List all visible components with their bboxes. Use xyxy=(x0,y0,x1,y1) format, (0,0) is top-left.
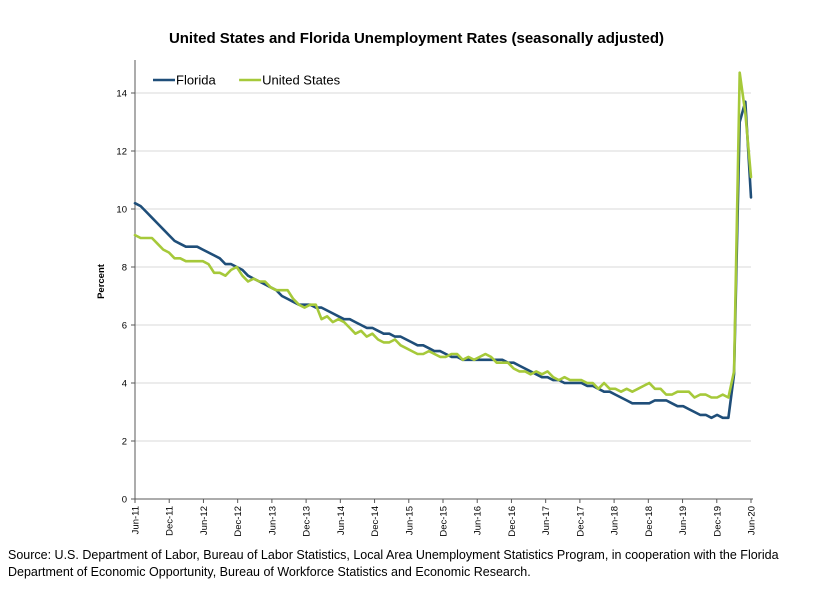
y-tick-label: 10 xyxy=(116,205,127,216)
y-tick-label: 8 xyxy=(122,263,127,274)
x-tick-label: Dec-16 xyxy=(507,506,518,537)
y-tick-label: 2 xyxy=(122,437,127,448)
y-tick-label: 0 xyxy=(122,495,127,506)
x-tick-label: Dec-11 xyxy=(165,506,176,536)
series-lines xyxy=(133,71,753,420)
series-line-united-states xyxy=(133,71,753,399)
x-tick-label: Dec-12 xyxy=(233,506,244,537)
chart-title: United States and Florida Unemployment R… xyxy=(168,30,665,47)
x-tick-label: Dec-19 xyxy=(712,506,723,537)
x-tick-label: Jun-18 xyxy=(610,506,621,535)
x-tick-label: Jun-16 xyxy=(473,506,484,535)
legend-label: Florida xyxy=(176,73,217,88)
x-tick-label: Jun-12 xyxy=(199,506,210,535)
x-tick-label: Jun-14 xyxy=(336,506,347,535)
x-tick-label: Dec-14 xyxy=(370,506,381,537)
gridlines xyxy=(135,92,751,442)
legend-label: United States xyxy=(262,73,341,88)
x-tick-label: Jun-19 xyxy=(678,506,689,535)
series-line-florida xyxy=(133,100,753,420)
x-tick-label: Jun-15 xyxy=(404,506,415,535)
y-tick-label: 6 xyxy=(122,321,127,332)
source-note: Source: U.S. Department of Labor, Bureau… xyxy=(8,548,779,579)
x-tick-label: Jun-17 xyxy=(541,506,552,535)
x-tick-label: Dec-17 xyxy=(575,506,586,537)
x-tick-label: Dec-15 xyxy=(439,506,450,537)
x-tick-label: Jun-11 xyxy=(131,506,142,534)
x-tick-label: Jun-20 xyxy=(747,506,758,535)
y-tick-label: 12 xyxy=(116,147,127,158)
y-tick-label: 14 xyxy=(116,89,127,100)
x-tick-label: Dec-13 xyxy=(302,506,313,537)
x-tick-label: Jun-13 xyxy=(267,506,278,535)
legend: Florida United States xyxy=(153,73,341,88)
x-tick-label: Dec-18 xyxy=(644,506,655,537)
axes: 0 2 4 6 8 10 12 14 Percent Jun-11 Dec-11 Jun-12 Dec-… xyxy=(96,60,758,537)
y-tick-label: 4 xyxy=(122,379,127,390)
y-axis-title: Percent xyxy=(96,263,107,299)
